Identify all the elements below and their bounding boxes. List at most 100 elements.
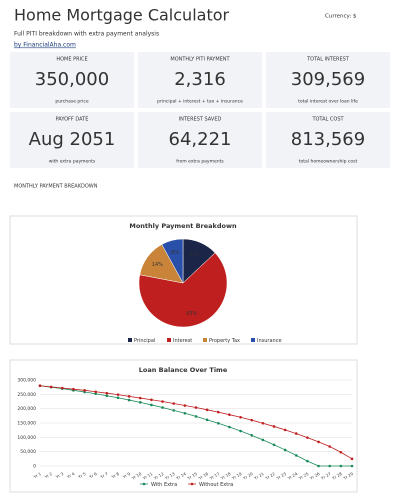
page-title: Home Mortgage Calculator [14, 6, 230, 25]
data-point [161, 406, 164, 409]
y-tick-label: 250,000 [17, 392, 36, 398]
data-point [150, 398, 153, 402]
legend-swatch [128, 338, 132, 342]
card-value: 813,569 [291, 129, 365, 150]
card-value: Aug 2051 [29, 129, 116, 150]
data-point [127, 398, 131, 402]
data-point [239, 429, 242, 433]
card-note: total homeownership cost [299, 159, 358, 165]
data-point [194, 406, 198, 409]
x-tick-label: Yr 15 [186, 471, 199, 481]
data-point [250, 418, 254, 422]
card-label: PAYOFF DATE [56, 117, 89, 123]
chart-title: Loan Balance Over Time [139, 366, 228, 374]
card [10, 112, 134, 168]
x-tick-label: Yr 11 [141, 471, 154, 481]
card-label: MONTHLY PITI PAYMENT [170, 57, 230, 63]
data-point [72, 387, 75, 391]
data-point [350, 464, 354, 468]
x-tick-label: Yr 5 [76, 471, 87, 480]
data-point [339, 450, 343, 454]
data-point [60, 386, 64, 390]
x-tick-label: Yr 22 [264, 471, 277, 481]
data-point [205, 408, 209, 412]
card-label: TOTAL INTEREST [306, 57, 350, 63]
data-point [138, 396, 142, 400]
data-point [194, 415, 198, 418]
y-tick-label: 100,000 [17, 435, 36, 441]
card-label: INTEREST SAVED [179, 117, 222, 123]
data-point [116, 396, 120, 400]
card-note: with extra payments [49, 159, 96, 165]
x-tick-label: Yr 3 [54, 471, 65, 480]
data-point [172, 402, 176, 405]
x-tick-label: Yr 12 [152, 471, 165, 481]
subtitle: Full PITI breakdown with extra payment a… [14, 31, 159, 38]
data-point [183, 411, 187, 415]
x-tick-label: Yr 10 [130, 471, 143, 481]
data-point [272, 425, 276, 428]
x-tick-label: Yr 24 [286, 471, 299, 481]
data-point [105, 391, 109, 395]
card [266, 112, 390, 168]
y-tick-label: 200,000 [17, 406, 36, 412]
data-point [138, 401, 142, 404]
data-point [317, 440, 320, 444]
data-point [317, 464, 320, 468]
data-point [38, 384, 42, 388]
card [138, 112, 262, 168]
data-point [83, 389, 86, 392]
legend-label: Property Tax [209, 338, 240, 344]
card-note: total interest over loan life [298, 99, 358, 105]
x-tick-label: Yr 14 [174, 471, 187, 481]
data-point [306, 459, 309, 463]
x-tick-label: Yr 20 [241, 471, 254, 481]
card-value: 350,000 [35, 69, 109, 90]
legend-swatch [203, 338, 207, 342]
data-point [172, 409, 176, 412]
card-value: 64,221 [169, 129, 232, 150]
legend-label: Without Extra [199, 482, 233, 488]
data-point [161, 400, 164, 403]
slice-label: 65% [186, 311, 197, 317]
data-point [205, 418, 209, 422]
data-point [94, 392, 98, 396]
x-tick-label: Yr 2 [43, 471, 54, 480]
card [138, 52, 262, 108]
x-tick-label: Yr 9 [121, 471, 132, 480]
x-tick-label: Yr 8 [110, 471, 121, 480]
data-point [183, 404, 187, 407]
data-point [239, 415, 242, 419]
card-label: TOTAL COST [311, 117, 344, 123]
pie-slice [161, 238, 184, 284]
data-point [283, 428, 287, 432]
data-point [294, 454, 298, 457]
legend-label: Interest [173, 338, 192, 344]
x-tick-label: Yr 18 [219, 471, 232, 481]
data-point [150, 403, 153, 407]
section-label: MONTHLY PAYMENT BREAKDOWN [14, 184, 98, 190]
pie-slice [138, 252, 228, 328]
card-value: 2,316 [174, 69, 226, 90]
x-tick-label: Yr 6 [88, 471, 99, 480]
slice-label: 14% [152, 262, 163, 268]
x-tick-label: Yr 29 [342, 471, 355, 481]
currency: Currency: $ [325, 14, 357, 20]
data-point [272, 443, 276, 447]
data-point [306, 436, 309, 439]
data-point [216, 421, 220, 425]
card-note: principal + interest + tax + insurance [157, 99, 243, 105]
data-point [105, 394, 109, 398]
y-tick-label: 300,000 [17, 378, 36, 384]
x-tick-label: Yr 1 [32, 471, 43, 480]
data-point [328, 464, 332, 468]
legend-marker [190, 482, 194, 486]
slice-label: 8% [171, 250, 179, 256]
x-tick-label: Yr 21 [252, 471, 265, 481]
x-tick-label: Yr 17 [208, 471, 221, 481]
data-point [250, 434, 254, 437]
slice-label: 13% [190, 251, 201, 257]
site-link[interactable]: by FinancialAha.com [14, 42, 76, 49]
card-value: 309,569 [291, 69, 365, 90]
